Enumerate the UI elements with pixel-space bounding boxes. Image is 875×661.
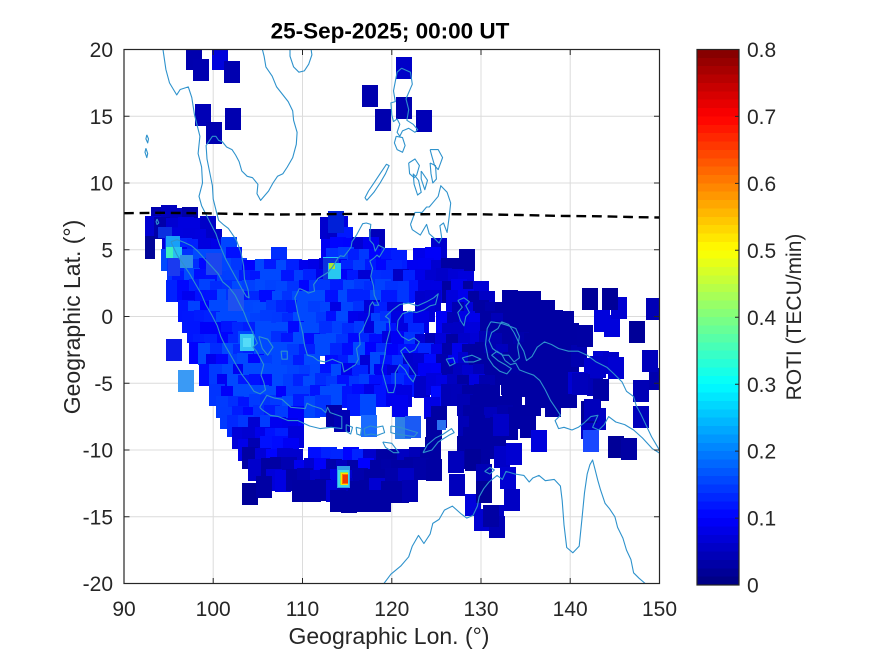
svg-text:25-Sep-2025; 00:00 UT: 25-Sep-2025; 00:00 UT (271, 19, 510, 44)
svg-text:120: 120 (374, 598, 409, 621)
svg-text:0: 0 (747, 575, 759, 598)
svg-text:0.6: 0.6 (747, 173, 776, 196)
svg-text:100: 100 (196, 598, 231, 621)
svg-text:140: 140 (553, 598, 588, 621)
svg-text:0.2: 0.2 (747, 441, 776, 464)
svg-text:Geographic Lat. (°): Geographic Lat. (°) (59, 220, 85, 415)
svg-text:90: 90 (112, 598, 135, 621)
svg-text:0.3: 0.3 (747, 374, 776, 397)
svg-text:130: 130 (463, 598, 498, 621)
svg-text:0.4: 0.4 (747, 307, 777, 330)
svg-text:150: 150 (642, 598, 677, 621)
svg-text:20: 20 (90, 39, 113, 62)
svg-text:-5: -5 (94, 373, 113, 396)
svg-text:110: 110 (286, 598, 319, 621)
svg-text:ROTI (TECU/min): ROTI (TECU/min) (783, 234, 806, 401)
svg-text:10: 10 (90, 173, 113, 196)
svg-text:0.7: 0.7 (747, 106, 776, 129)
svg-text:-20: -20 (83, 573, 113, 596)
svg-text:15: 15 (90, 106, 113, 129)
svg-text:0.8: 0.8 (747, 39, 776, 62)
svg-text:Geographic Lon. (°): Geographic Lon. (°) (289, 623, 490, 649)
svg-text:0.1: 0.1 (747, 508, 776, 531)
svg-text:0.5: 0.5 (747, 240, 776, 263)
svg-text:-15: -15 (83, 506, 113, 529)
svg-text:-10: -10 (83, 440, 113, 463)
svg-text:0: 0 (101, 306, 113, 329)
svg-text:5: 5 (101, 239, 113, 262)
